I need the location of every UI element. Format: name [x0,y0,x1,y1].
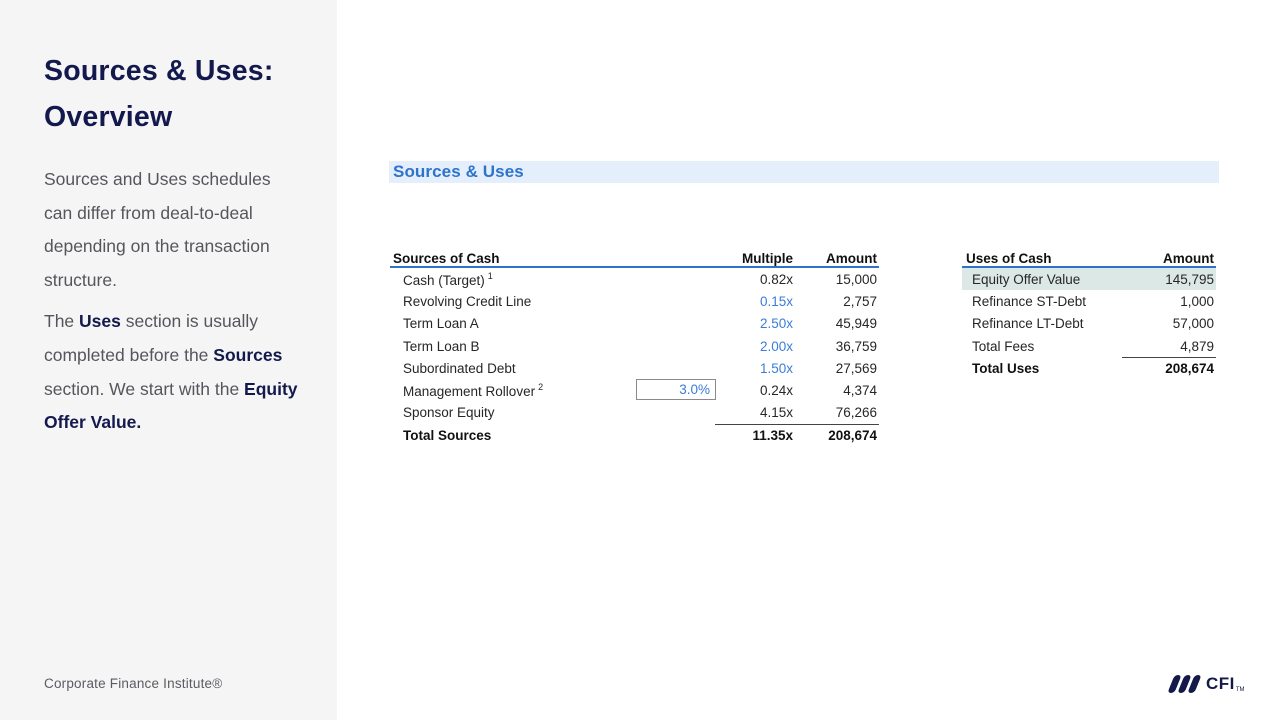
row-amount: 1,000 [1180,293,1214,309]
sidebar-body: Sources and Uses schedules can differ fr… [44,163,302,440]
row-label-text: Refinance LT-Debt [972,316,1084,332]
table-row-equity-offer-value: Equity Offer Value 145,795 [962,268,1216,291]
row-label: Refinance ST-Debt [962,294,1122,309]
table-row-sponsor-equity: Sponsor Equity 4.15x 76,266 [390,402,879,424]
sources-header-amount: Amount [826,251,877,266]
footnote-ref-1: 1 [487,270,493,281]
row-label: Term Loan B [390,339,715,354]
page-title-line2: Overview [44,101,173,133]
paragraph2-bold-uses: Uses [79,311,121,332]
section-banner: Sources & Uses [389,161,1219,183]
row-multiple: 1.50x [759,360,793,376]
table-row-total-fees: Total Fees 4,879 [962,335,1216,357]
paragraph2-bold-equity-offer-value: Equity Offer Value. [44,378,298,433]
row-label: Revolving Credit Line [390,294,715,309]
row-label-text: Term Loan A [403,316,479,332]
page-title: Sources & Uses: Overview [44,48,314,140]
row-multiple: 0.82x [759,271,793,287]
row-amount: 57,000 [1172,316,1214,332]
row-multiple: 4.15x [759,405,793,421]
row-label-text: Sponsor Equity [403,405,495,421]
table-row-total-sources: Total Sources 11.35x 208,674 [390,424,879,446]
sources-header-multiple: Multiple [742,251,793,266]
uses-table-header: Uses of Cash Amount [962,249,1216,268]
row-amount: 36,759 [835,338,877,354]
uses-header-label: Uses of Cash [966,251,1052,266]
row-label-text: Cash (Target) [403,272,485,288]
row-amount: 4,879 [1180,338,1214,354]
row-label: Management Rollover 2 [390,382,715,399]
row-amount: 15,000 [835,271,877,287]
row-amount: 4,374 [843,383,877,399]
row-label-text: Term Loan B [403,338,480,354]
total-label: Total Sources [403,427,492,443]
row-label: Term Loan A [390,316,715,331]
sources-header-label: Sources of Cash [393,251,500,266]
total-amount: 208,674 [1122,357,1216,379]
row-multiple: 2.00x [759,338,793,354]
uses-header-amount: Amount [1163,251,1214,266]
sources-of-cash-table: Sources of Cash Multiple Amount Cash (Ta… [390,249,879,446]
cfi-logo-bars-icon [1167,675,1202,693]
management-rollover-input[interactable]: 3.0% [636,379,716,401]
row-amount: 2,757 [843,293,877,309]
table-row-revolving-credit-line: Revolving Credit Line 0.15x 2,757 [390,290,879,312]
paragraph2-bold-sources: Sources [213,344,283,365]
section-banner-title: Sources & Uses [393,162,524,181]
row-multiple: 0.24x [759,383,793,399]
footnote-ref-2: 2 [538,382,544,393]
row-amount: 45,949 [835,316,877,332]
row-label-text: Total Fees [972,338,1035,354]
cfi-logo-trademark: TM [1235,687,1245,693]
sidebar-paragraph-1: Sources and Uses schedules can differ fr… [44,169,271,290]
row-label: Refinance LT-Debt [962,316,1122,331]
paragraph2-text: The [44,311,80,332]
sources-table-header: Sources of Cash Multiple Amount [390,249,879,268]
row-amount: 27,569 [835,360,877,376]
sidebar: Sources & Uses: Overview Sources and Use… [0,0,337,720]
row-multiple: 0.15x [759,293,793,309]
row-label: Cash (Target) 1 [390,271,715,288]
row-label: Total Fees [962,339,1122,354]
total-amount: 208,674 [795,424,879,446]
table-row-management-rollover: Management Rollover 2 3.0% 0.24x 4,374 [390,379,879,401]
row-label: Sponsor Equity [390,405,715,420]
row-label: Equity Offer Value [962,272,1122,287]
sidebar-paragraph-2: The Uses section is usually completed be… [44,305,302,439]
page-title-line1: Sources & Uses: [44,55,274,87]
table-row-refinance-lt-debt: Refinance LT-Debt 57,000 [962,313,1216,335]
row-label-text: Revolving Credit Line [403,293,532,309]
row-amount: 76,266 [835,405,877,421]
row-amount: 145,795 [1165,271,1214,287]
row-label-text: Refinance ST-Debt [972,293,1087,309]
row-multiple: 2.50x [759,316,793,332]
row-label-text: Subordinated Debt [403,360,516,376]
row-label: Subordinated Debt [390,361,715,376]
total-label: Total Uses [972,360,1040,376]
table-row-term-loan-a: Term Loan A 2.50x 45,949 [390,313,879,335]
row-label-text: Equity Offer Value [972,271,1081,287]
footer-brand-text: Corporate Finance Institute® [44,676,223,691]
table-row-cash-target: Cash (Target) 1 0.82x 15,000 [390,268,879,290]
paragraph2-text: section is usually completed before the [44,311,259,365]
table-row-total-uses: Total Uses 208,674 [962,357,1216,379]
cfi-logo-text: CFI [1206,674,1235,693]
table-row-term-loan-b: Term Loan B 2.00x 36,759 [390,335,879,357]
row-label-text: Management Rollover [403,384,536,400]
cfi-logo: CFI TM [1167,673,1245,695]
total-multiple: 11.35x [715,424,795,446]
table-row-refinance-st-debt: Refinance ST-Debt 1,000 [962,290,1216,312]
table-row-subordinated-debt: Subordinated Debt 1.50x 27,569 [390,357,879,379]
uses-of-cash-table: Uses of Cash Amount Equity Offer Value 1… [962,249,1216,379]
paragraph2-text: section. We start with the [44,378,245,399]
